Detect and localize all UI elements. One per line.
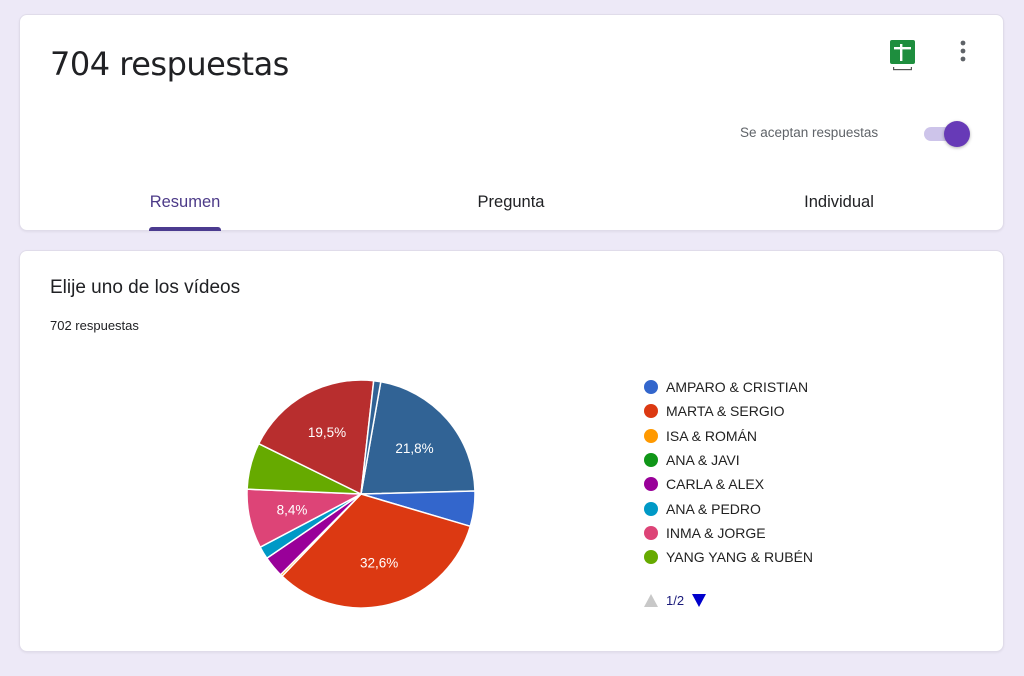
legend-color-dot bbox=[644, 550, 658, 565]
toggle-knob bbox=[944, 121, 970, 147]
legend-color-dot bbox=[644, 477, 658, 492]
legend-color-dot bbox=[644, 525, 658, 540]
pie-slice-label: 32,6% bbox=[360, 555, 398, 570]
legend-color-dot bbox=[644, 428, 658, 443]
pie-slice[interactable] bbox=[360, 380, 476, 495]
legend-label: MARTA & SERGIO bbox=[666, 403, 785, 420]
legend-label: AMPARO & CRISTIAN bbox=[666, 379, 809, 396]
responses-header-card: 704 respuestas Se aceptan respuestas Res… bbox=[19, 14, 1004, 231]
pie-chart[interactable]: 21,8% 32,6% 8,4% 19,5% bbox=[245, 378, 477, 610]
pie-slice[interactable] bbox=[360, 379, 382, 495]
sheets-icon[interactable] bbox=[890, 40, 915, 72]
legend-page-indicator: 1/2 bbox=[666, 593, 685, 608]
accepting-responses-toggle[interactable] bbox=[924, 121, 972, 147]
legend-label: CARLA & ALEX bbox=[666, 476, 765, 493]
legend-color-dot bbox=[644, 453, 658, 468]
legend-label: ANA & JAVI bbox=[666, 452, 740, 469]
legend-item[interactable]: INMA & JORGE bbox=[644, 521, 813, 545]
legend-label: INMA & JORGE bbox=[666, 524, 766, 541]
pie-slice[interactable] bbox=[257, 379, 375, 496]
pie-slice[interactable] bbox=[280, 493, 472, 609]
tab-pregunta[interactable]: Pregunta bbox=[477, 193, 545, 211]
legend-label: ISA & ROMÁN bbox=[666, 427, 758, 444]
legend-color-dot bbox=[644, 501, 658, 516]
accepting-responses-label: Se aceptan respuestas bbox=[740, 125, 879, 140]
page-title: 704 respuestas bbox=[50, 45, 289, 83]
tab-bar: Resumen Pregunta Individual bbox=[20, 183, 1003, 231]
active-tab-indicator bbox=[149, 227, 221, 231]
legend-next-icon[interactable] bbox=[692, 594, 707, 607]
legend-pager: 1/2 bbox=[644, 593, 707, 608]
pie-slice-label: 8,4% bbox=[277, 503, 308, 518]
legend-color-dot bbox=[644, 380, 658, 395]
legend-item[interactable]: CARLA & ALEX bbox=[644, 472, 813, 496]
question-summary-card: Elije uno de los vídeos 702 respuestas 2… bbox=[19, 250, 1004, 652]
pie-slice-label: 19,5% bbox=[308, 425, 346, 440]
chart-legend: AMPARO & CRISTIAN MARTA & SERGIO ISA & ROM… bbox=[644, 375, 813, 569]
question-title: Elije uno de los vídeos bbox=[50, 277, 241, 298]
legend-prev-icon bbox=[644, 594, 658, 607]
legend-label: YANG YANG & RUBÉN bbox=[666, 549, 814, 566]
question-response-count: 702 respuestas bbox=[50, 318, 139, 333]
legend-item[interactable]: AMPARO & CRISTIAN bbox=[644, 375, 813, 399]
legend-item[interactable]: ANA & PEDRO bbox=[644, 496, 813, 520]
legend-item[interactable]: ANA & JAVI bbox=[644, 448, 813, 472]
legend-color-dot bbox=[644, 404, 658, 419]
tab-individual[interactable]: Individual bbox=[804, 193, 874, 211]
tab-resumen[interactable]: Resumen bbox=[149, 193, 221, 211]
legend-item[interactable]: YANG YANG & RUBÉN bbox=[644, 545, 813, 569]
legend-label: ANA & PEDRO bbox=[666, 500, 761, 517]
legend-item[interactable]: MARTA & SERGIO bbox=[644, 399, 813, 423]
pie-slice-label: 21,8% bbox=[395, 441, 433, 456]
legend-item[interactable]: ISA & ROMÁN bbox=[644, 424, 813, 448]
more-vert-icon[interactable] bbox=[956, 39, 970, 65]
